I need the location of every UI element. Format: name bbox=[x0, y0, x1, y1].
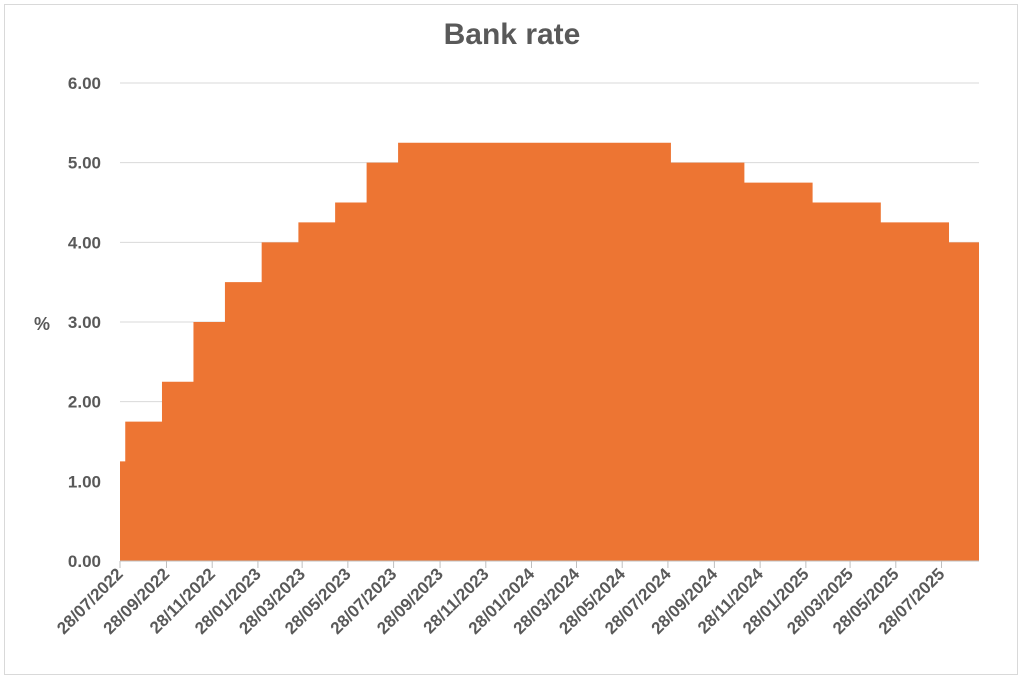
y-tick-label: 1.00 bbox=[68, 472, 101, 491]
y-tick-labels: 0.00 1.00 2.00 3.00 4.00 5.00 6.00 bbox=[68, 74, 101, 571]
y-tick-label: 3.00 bbox=[68, 313, 101, 332]
y-tick-label: 4.00 bbox=[68, 233, 101, 252]
y-tick-label: 5.00 bbox=[68, 154, 101, 173]
y-tick-label: 0.00 bbox=[68, 552, 101, 571]
bank-rate-area bbox=[120, 142, 979, 561]
area-series bbox=[120, 142, 979, 561]
axes bbox=[119, 560, 979, 568]
chart-title: Bank rate bbox=[443, 18, 581, 51]
y-axis-label: % bbox=[34, 314, 50, 334]
x-tick-labels: 28/07/202228/09/202228/11/202228/01/2023… bbox=[53, 564, 948, 638]
y-tick-label: 6.00 bbox=[68, 74, 101, 93]
y-tick-label: 2.00 bbox=[68, 393, 101, 412]
